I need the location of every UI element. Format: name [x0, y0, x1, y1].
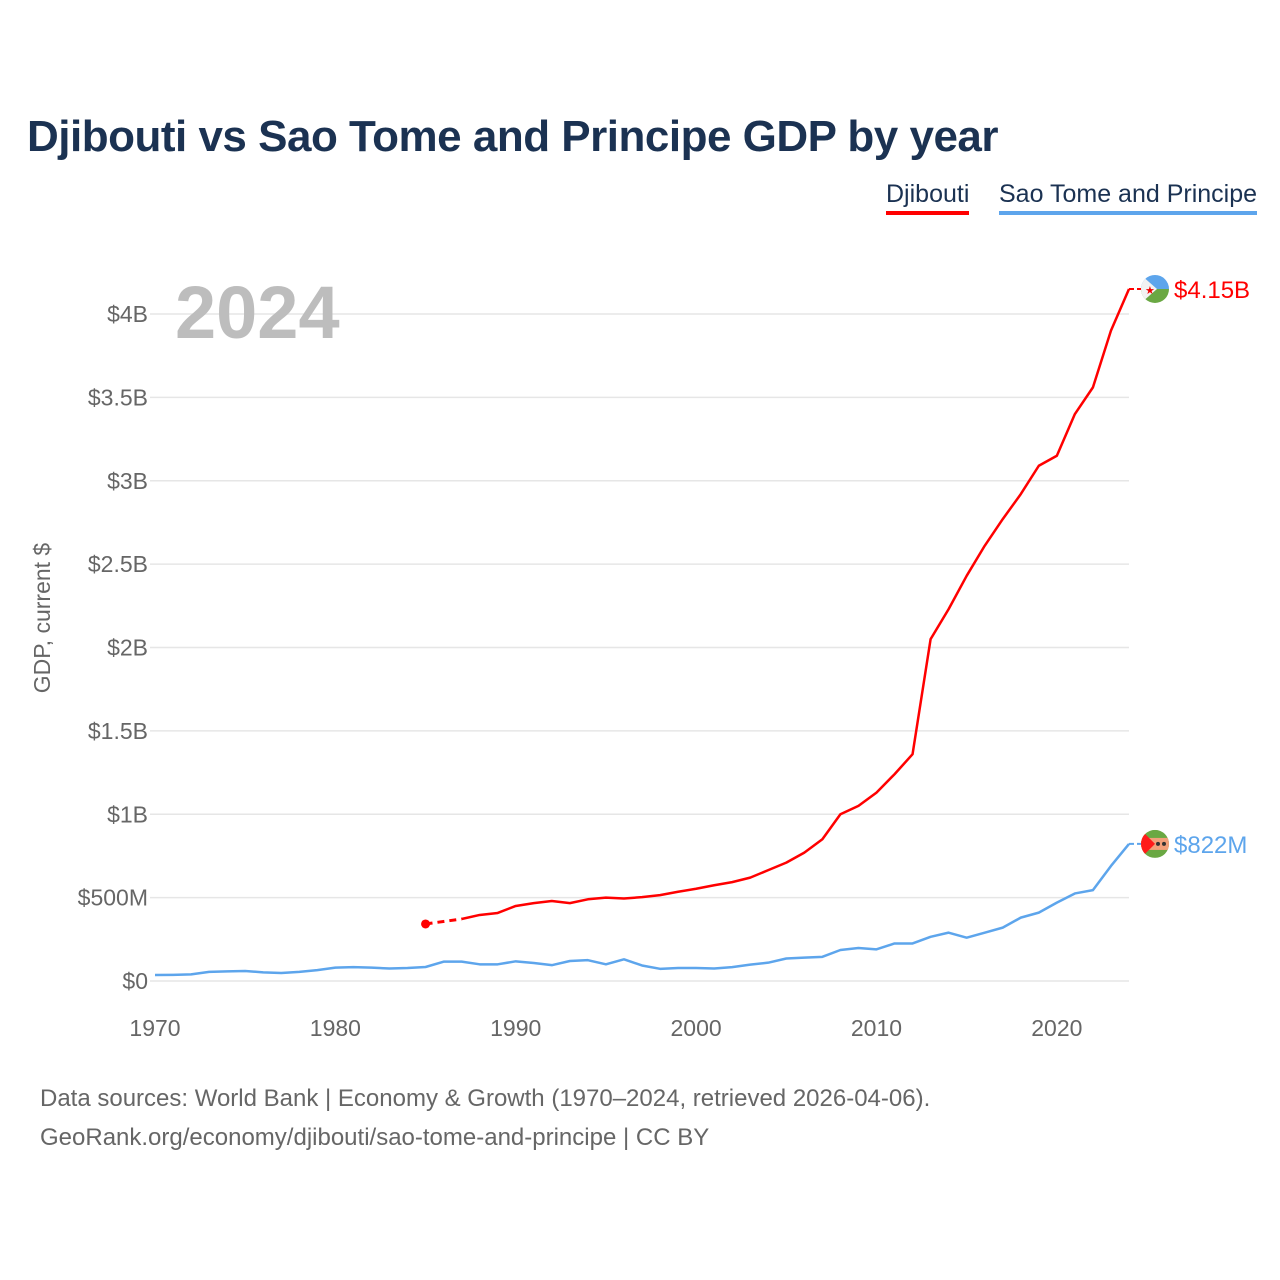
y-axis-label: GDP, current $: [29, 543, 55, 694]
footer-sources: Data sources: World Bank | Economy & Gro…: [40, 1085, 931, 1112]
y-tick-label: $3.5B: [88, 384, 148, 410]
flag-body: ★: [1141, 274, 1169, 303]
flag-triangle: [1141, 829, 1155, 858]
chart-title: Djibouti vs Sao Tome and Principe GDP by…: [27, 112, 999, 161]
y-tick-label: $4B: [107, 301, 148, 327]
y-tick-label: $3B: [107, 468, 148, 494]
flag-icon-sao-tome-and-principe: [1141, 829, 1169, 858]
flag-star: [1156, 841, 1160, 846]
x-tick-label: 2010: [851, 1015, 902, 1041]
x-tick-label: 1990: [490, 1015, 541, 1041]
x-tick-label: 2000: [671, 1015, 722, 1041]
year-watermark: 2024: [175, 271, 340, 354]
flag-star: ★: [1145, 285, 1155, 297]
series-line-djibouti: [461, 288, 1131, 921]
legend-item-sao-tome[interactable]: Sao Tome and Principe: [999, 180, 1258, 215]
y-tick-label: $2B: [107, 635, 148, 661]
x-tick-label: 1980: [310, 1015, 361, 1041]
gap-connector-djibouti: [425, 917, 462, 926]
y-tick-label: $1B: [107, 801, 148, 827]
legend-item-djibouti[interactable]: Djibouti: [886, 180, 970, 215]
y-tick-label: $2.5B: [88, 551, 148, 577]
data-point-djibouti: [421, 919, 431, 929]
series-line-sao-tome-and-principe: [154, 843, 1130, 977]
y-tick-label: $500M: [78, 885, 148, 911]
flag-body: [1141, 829, 1169, 858]
x-tick-label: 2020: [1031, 1015, 1082, 1041]
end-value-label-djibouti: $4.15B: [1174, 277, 1250, 304]
flag-triangle: [1141, 274, 1157, 303]
end-value-label-sao-tome-and-principe: $822M: [1174, 832, 1247, 859]
footer-link[interactable]: GeoRank.org/economy/djibouti/sao-tome-an…: [40, 1124, 710, 1151]
x-tick-label: 1970: [129, 1015, 180, 1041]
y-tick-label: $0: [122, 968, 148, 994]
flag-icon-djibouti: ★: [1141, 274, 1169, 303]
flag-star: [1162, 841, 1166, 846]
y-tick-label: $1.5B: [88, 718, 148, 744]
